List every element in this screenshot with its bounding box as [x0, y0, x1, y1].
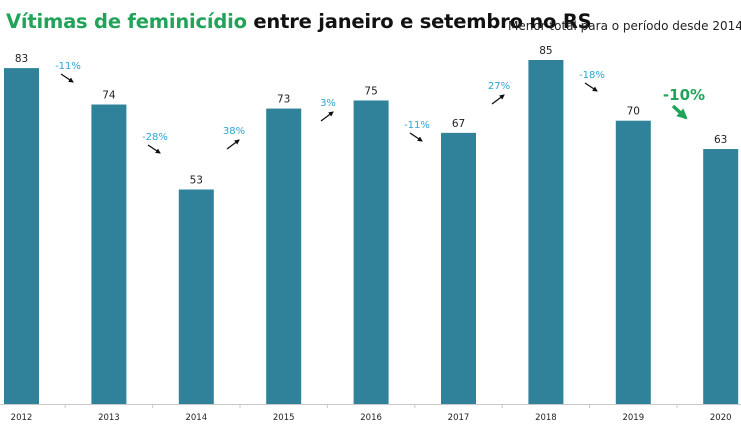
tick-label-2016: 2016 — [360, 413, 382, 423]
data-label-2013: 74 — [102, 90, 116, 102]
bar-2015 — [266, 108, 302, 405]
title-rest: entre janeiro e setembro no RS — [246, 10, 592, 33]
chart-title: Vítimas de feminicídio entre janeiro e s… — [6, 10, 592, 33]
tick-label-2015: 2015 — [273, 413, 295, 423]
trend-up-arrow-icon — [320, 111, 334, 122]
data-label-2012: 83 — [15, 53, 28, 65]
tick-label-2014: 2014 — [185, 413, 207, 423]
trend-down-arrow-icon — [147, 144, 161, 154]
change-label-2013: -11% — [55, 61, 81, 72]
bar-2016 — [353, 100, 389, 405]
bar-2020 — [703, 149, 739, 404]
data-label-2018: 85 — [539, 45, 552, 57]
data-label-2020: 63 — [714, 134, 727, 146]
title-highlight: Vítimas de feminicídio — [6, 10, 247, 33]
change-label-2020: -10% — [663, 86, 705, 104]
chart-subtitle: Menor total para o período desde 2014. — [508, 19, 741, 33]
bars-group — [4, 60, 739, 405]
tick-label-2017: 2017 — [448, 413, 470, 423]
bar-2017 — [441, 132, 476, 405]
change-label-2014: -28% — [142, 132, 168, 143]
tick-label-2018: 2018 — [535, 413, 557, 423]
trend-down-arrow-icon — [60, 73, 74, 83]
data-label-2019: 70 — [627, 106, 640, 118]
data-label-2016: 75 — [364, 85, 377, 97]
bar-2014 — [178, 189, 214, 404]
change-label-2015: 38% — [223, 126, 245, 137]
tick-label-2013: 2013 — [98, 413, 120, 423]
trend-down-arrow-icon — [671, 104, 688, 120]
data-labels-group: 83 74 53 73 75 67 85 70 63 — [15, 45, 728, 187]
change-label-2016: 3% — [320, 98, 336, 109]
tick-label-2012: 2012 — [11, 413, 33, 423]
bar-2019 — [615, 120, 651, 405]
change-label-2018: 27% — [488, 81, 510, 92]
change-label-2017: -11% — [404, 120, 430, 131]
bar-2012 — [4, 68, 39, 404]
bar-2013 — [91, 104, 127, 405]
trend-up-arrow-icon — [491, 94, 505, 105]
tick-label-2020: 2020 — [710, 413, 732, 423]
data-label-2014: 53 — [190, 175, 203, 187]
x-axis: 2012 2013 2014 2015 2016 2017 2018 2019 2020 — [0, 404, 741, 423]
trend-down-arrow-icon — [584, 82, 598, 92]
trend-down-arrow-icon — [409, 132, 423, 142]
data-label-2015: 73 — [277, 94, 290, 106]
data-label-2017: 67 — [452, 118, 465, 130]
tick-label-2019: 2019 — [622, 413, 644, 423]
bar-2018 — [528, 60, 564, 404]
change-annotations-group: -11% -28% 38% 3% -11% 27% -18% -10% — [55, 61, 705, 154]
trend-up-arrow-icon — [226, 139, 240, 150]
change-label-2019: -18% — [579, 70, 605, 81]
